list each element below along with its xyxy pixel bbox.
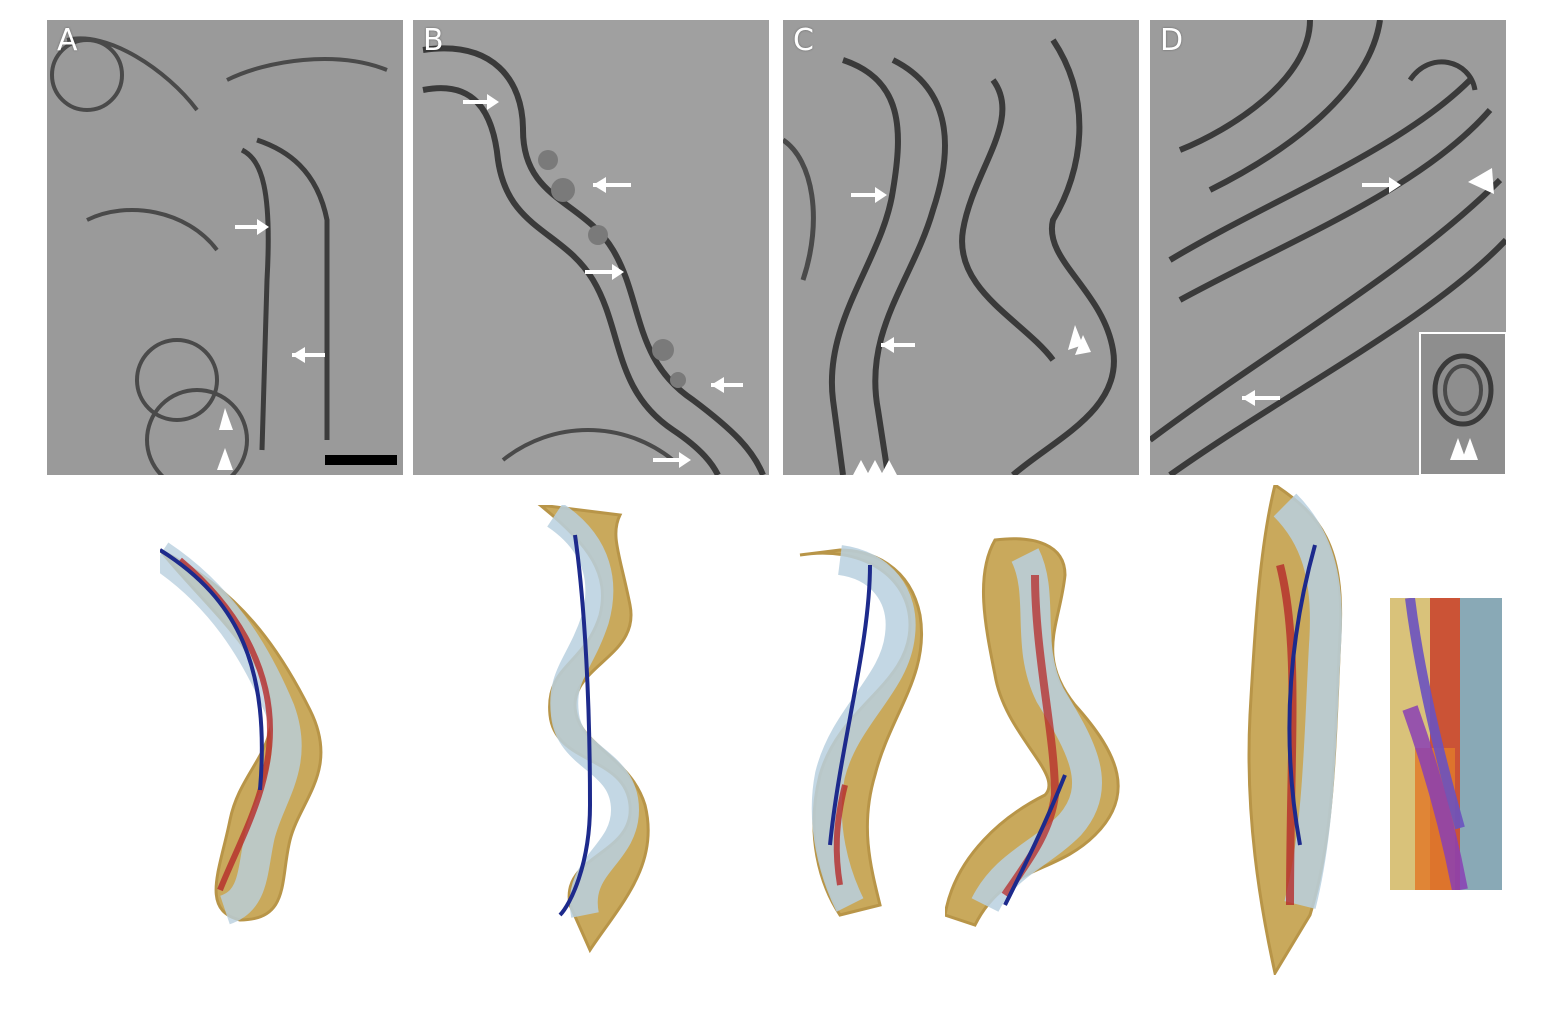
arrowhead-icon [1450, 438, 1466, 460]
arrow-icon [851, 187, 887, 203]
segmentation-render-b [537, 505, 650, 954]
tomogram-panel-a: A [47, 20, 403, 475]
panel-label-b: B [423, 23, 444, 58]
arrow-icon [711, 377, 743, 393]
arrowhead-icon [1468, 168, 1494, 194]
arrow-icon [463, 94, 499, 110]
tomogram-image-a [47, 20, 403, 475]
arrowhead-icon [217, 448, 233, 470]
arrowhead-icon [219, 408, 233, 430]
panel-label-a: A [57, 23, 78, 58]
arrowhead-icon [853, 460, 869, 475]
arrow-icon [653, 452, 691, 468]
tomogram-image-b [413, 20, 769, 475]
arrow-icon [881, 337, 915, 353]
segmentation-render-a [160, 542, 323, 925]
arrow-icon [593, 177, 631, 193]
arrow-icon [235, 219, 269, 235]
segmentation-render-d-closeup [1390, 598, 1502, 890]
panel-label-c: C [793, 23, 814, 58]
tomogram-image-d [1150, 20, 1506, 475]
tomogram-inset-d [1419, 332, 1506, 475]
panel-label-d: D [1160, 23, 1184, 58]
arrowhead-icon [1075, 335, 1091, 355]
segmentation-render-d [1247, 485, 1343, 975]
tomogram-panel-c: C [783, 20, 1139, 475]
arrowhead-icon [1462, 438, 1478, 460]
segmentation-render-c2 [945, 537, 1120, 927]
tomogram-image-c [783, 20, 1139, 475]
arrow-icon [1242, 390, 1280, 406]
arrow-icon [1362, 177, 1401, 193]
arrow-icon [292, 347, 325, 363]
arrowhead-icon [867, 460, 883, 475]
scale-bar [325, 455, 397, 465]
arrowhead-icon [881, 460, 897, 475]
arrow-icon [585, 264, 624, 280]
tomogram-panel-d: D [1150, 20, 1506, 475]
arrowhead-icon [1068, 325, 1083, 350]
segmentation-render-c1 [799, 545, 923, 917]
tomogram-panel-b: B [413, 20, 769, 475]
